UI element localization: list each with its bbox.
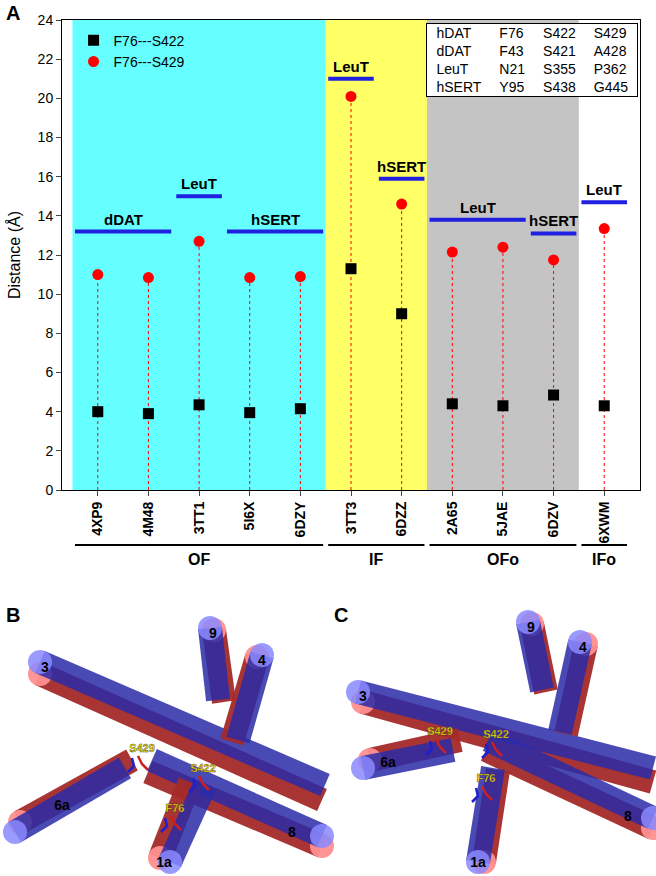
svg-text:4: 4: [258, 652, 266, 668]
svg-text:4XP9: 4XP9: [89, 501, 105, 535]
html-text:S438: S438: [543, 79, 576, 95]
svg-text:8: 8: [288, 824, 296, 840]
html-text:P362: P362: [593, 61, 627, 77]
svg-text:dDAT: dDAT: [104, 211, 143, 228]
svg-text:8: 8: [624, 808, 632, 824]
svg-text:3TT1: 3TT1: [191, 501, 207, 534]
html-text:A428: A428: [593, 43, 627, 59]
svg-text:16: 16: [38, 169, 54, 185]
svg-text:S422: S422: [483, 728, 509, 740]
svg-text:1a: 1a: [156, 854, 172, 870]
svg-text:6XWM: 6XWM: [596, 502, 612, 544]
svg-text:6DZY: 6DZY: [292, 501, 308, 537]
html-text:S421: S421: [543, 43, 576, 59]
svg-text:3: 3: [359, 688, 367, 704]
html-text:F43: F43: [499, 43, 524, 59]
svg-text:hSERT: hSERT: [377, 158, 426, 175]
html-text:hDAT: hDAT: [436, 25, 472, 41]
html-text:S429: S429: [593, 25, 627, 41]
svg-text:0: 0: [45, 482, 53, 498]
svg-text:14: 14: [38, 208, 54, 224]
html-text:LeuT: LeuT: [436, 61, 469, 77]
svg-text:LeuT: LeuT: [333, 58, 369, 75]
svg-text:hSERT: hSERT: [251, 211, 300, 228]
svg-text:2A65: 2A65: [444, 501, 460, 535]
svg-text:24: 24: [38, 12, 54, 28]
svg-text:3: 3: [41, 659, 49, 675]
svg-text:C: C: [334, 604, 348, 626]
svg-text:5JAE: 5JAE: [494, 502, 510, 537]
html-text:hSERT: hSERT: [436, 79, 482, 95]
svg-text:18: 18: [38, 129, 54, 145]
svg-text:6DZZ: 6DZZ: [393, 501, 409, 536]
svg-text:IFo: IFo: [592, 551, 616, 568]
svg-text:6a: 6a: [54, 797, 70, 813]
svg-text:S429: S429: [427, 725, 453, 737]
svg-text:6DZV: 6DZV: [545, 501, 561, 537]
svg-text:2: 2: [45, 443, 53, 459]
svg-text:20: 20: [38, 90, 54, 106]
svg-text:22: 22: [38, 51, 54, 67]
svg-text:S429: S429: [129, 742, 155, 754]
svg-text:F76---S422: F76---S422: [114, 33, 185, 49]
svg-text:10: 10: [38, 286, 54, 302]
svg-text:F76: F76: [166, 802, 185, 814]
svg-text:Distance (Å): Distance (Å): [5, 211, 23, 299]
svg-text:LeuT: LeuT: [460, 199, 496, 216]
html-text:G445: G445: [593, 79, 628, 95]
svg-text:1a: 1a: [470, 854, 486, 870]
html-text:N21: N21: [499, 61, 525, 77]
svg-text:B: B: [6, 604, 20, 626]
svg-text:5I6X: 5I6X: [241, 501, 257, 530]
svg-text:9: 9: [527, 619, 535, 635]
svg-text:3TT3: 3TT3: [343, 501, 359, 534]
html-text:S355: S355: [543, 61, 576, 77]
svg-text:hSERT: hSERT: [529, 212, 578, 229]
html-text:A: A: [6, 2, 21, 24]
html-text:S422: S422: [543, 25, 576, 41]
svg-text:4M48: 4M48: [140, 501, 156, 536]
svg-text:S422: S422: [190, 762, 216, 774]
svg-text:F76---S429: F76---S429: [114, 54, 185, 70]
svg-text:6: 6: [45, 364, 53, 380]
svg-text:LeuT: LeuT: [586, 181, 622, 198]
svg-text:4: 4: [45, 404, 53, 420]
html-text:Y95: Y95: [499, 79, 525, 95]
html-text:F76: F76: [499, 25, 524, 41]
svg-text:OFo: OFo: [487, 551, 519, 568]
svg-text:9: 9: [209, 625, 217, 641]
svg-text:12: 12: [38, 247, 54, 263]
svg-text:F76: F76: [477, 772, 496, 784]
svg-text:IF: IF: [369, 551, 383, 568]
svg-text:OF: OF: [188, 551, 210, 568]
html-text:dDAT: dDAT: [436, 43, 472, 59]
svg-text:8: 8: [45, 325, 53, 341]
svg-text:LeuT: LeuT: [181, 175, 217, 192]
svg-text:6a: 6a: [380, 754, 396, 770]
svg-text:4: 4: [579, 639, 587, 655]
